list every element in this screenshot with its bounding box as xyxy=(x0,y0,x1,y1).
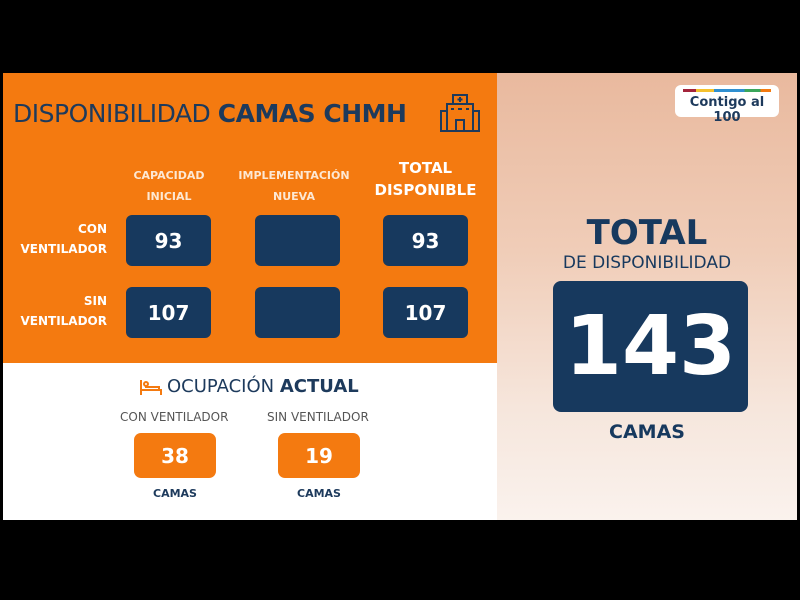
availability-panel: DISPONIBILIDAD CAMAS CHMH CAPACIDAD INIC… xyxy=(3,73,497,363)
ocupacion-title: OCUPACIÓN ACTUAL xyxy=(167,376,359,397)
ocupacion-label-con: CON VENTILADOR xyxy=(120,410,229,424)
total-title: TOTAL xyxy=(586,213,708,253)
column-header-total: TOTAL DISPONIBLE xyxy=(374,159,477,199)
ocupacion-title-light: OCUPACIÓN xyxy=(167,376,275,397)
total-subtitle: DE DISPONIBILIDAD xyxy=(562,253,732,273)
capacidad-con-ventilador: 93 xyxy=(126,215,211,266)
bed-icon xyxy=(140,380,162,395)
ocupacion-sin-value: 19 xyxy=(278,433,360,478)
infographic: DISPONIBILIDAD CAMAS CHMH CAPACIDAD INIC… xyxy=(3,73,797,520)
page-title: DISPONIBILIDAD CAMAS CHMH xyxy=(13,99,407,128)
capacidad-sin-ventilador: 107 xyxy=(126,287,211,338)
total-panel: Contigo al 100 TOTAL DE DISPONIBILIDAD 1… xyxy=(497,73,797,520)
total-con-ventilador: 93 xyxy=(383,215,468,266)
contigo-al-100-logo: Contigo al 100 xyxy=(675,85,779,125)
row-label-con-ventilador: CON VENTILADOR xyxy=(20,222,107,256)
column-header-capacidad: CAPACIDAD INICIAL xyxy=(133,169,205,203)
title-light: DISPONIBILIDAD xyxy=(13,99,211,128)
total-sin-ventilador: 107 xyxy=(383,287,468,338)
implementacion-sin-ventilador xyxy=(255,287,340,338)
total-value: 143 xyxy=(553,281,748,412)
column-header-implementacion: IMPLEMENTACIÓN NUEVA xyxy=(238,169,350,203)
ocupacion-con-unit: CAMAS xyxy=(153,487,197,500)
logo-text: Contigo al 100 xyxy=(689,95,765,125)
row-label-sin-ventilador: SIN VENTILADOR xyxy=(20,294,107,328)
ocupacion-label-sin: SIN VENTILADOR xyxy=(267,410,369,424)
total-unit: CAMAS xyxy=(609,421,685,443)
ocupacion-sin-unit: CAMAS xyxy=(297,487,341,500)
implementacion-con-ventilador xyxy=(255,215,340,266)
title-bold: CAMAS CHMH xyxy=(217,99,407,128)
hospital-icon xyxy=(440,94,480,132)
ocupacion-con-value: 38 xyxy=(134,433,216,478)
ocupacion-title-bold: ACTUAL xyxy=(279,376,359,397)
